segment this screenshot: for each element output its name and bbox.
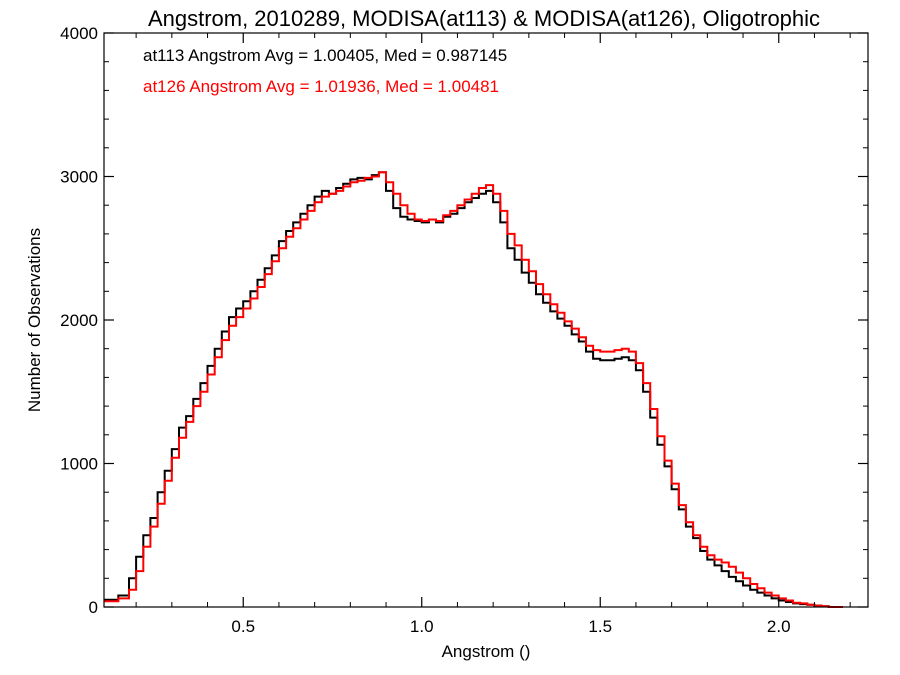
y-tick-label: 3000 [60,168,98,187]
axes-layer: 0.5 1.0 1.5 2.0 0 1000 2000 3000 4000 [60,24,869,636]
series-layer [104,171,843,608]
chart-title: Angstrom, 2010289, MODISA(at113) & MODIS… [148,6,820,31]
series-line-at113 [104,171,836,608]
x-tick-label: 1.5 [588,617,612,636]
y-tick-label: 0 [89,598,98,617]
x-tick-label: 0.5 [231,617,255,636]
x-tick-label: 1.0 [410,617,434,636]
series-line-at126 [104,171,843,608]
legend-at113-stats: at113 Angstrom Avg = 1.00405, Med = 0.98… [143,46,507,65]
legend-at126-stats: at126 Angstrom Avg = 1.01936, Med = 1.00… [143,77,499,96]
y-tick-label: 4000 [60,24,98,43]
y-tick-label: 1000 [60,455,98,474]
y-axis-label: Number of Observations [25,228,44,412]
x-axis-label: Angstrom () [442,642,531,661]
plot-frame [103,32,869,608]
y-tick-label: 2000 [60,311,98,330]
x-tick-label: 2.0 [767,617,791,636]
